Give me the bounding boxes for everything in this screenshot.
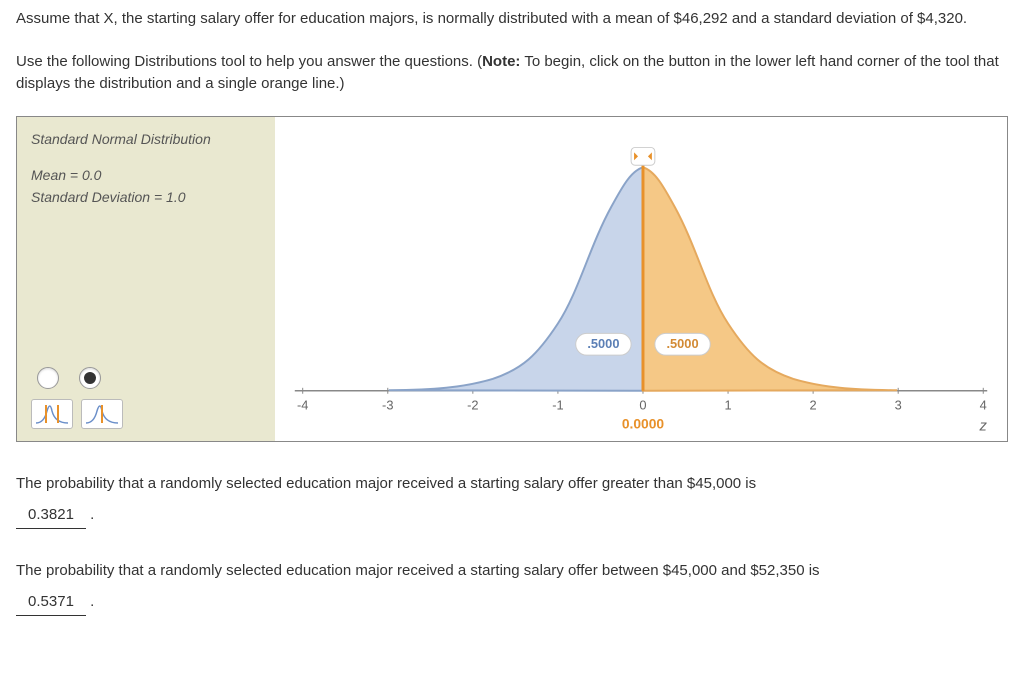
axis-label-z: z — [979, 418, 988, 434]
tool-title: Standard Normal Distribution — [31, 131, 261, 147]
tool-controls — [31, 367, 123, 429]
chart-area[interactable]: -4 -3 -2 -1 0 1 2 3 4 z — [275, 117, 1007, 441]
normal-curve-chart: -4 -3 -2 -1 0 1 2 3 4 z — [275, 117, 1007, 441]
tick-0: 0 — [639, 397, 646, 412]
q2-answer-blank[interactable]: 0.5371 — [16, 588, 86, 616]
tick-4: 4 — [980, 397, 987, 412]
slider-handle[interactable] — [631, 147, 655, 165]
svg-text:.5000: .5000 — [666, 336, 698, 351]
tick--2: -2 — [467, 397, 478, 412]
question-1: The probability that a randomly selected… — [16, 470, 1008, 529]
tool-sidebar: Standard Normal Distribution Mean = 0.0 … — [17, 117, 275, 441]
note-label: Note: — [482, 53, 520, 70]
q2-text: The probability that a randomly selected… — [16, 562, 820, 579]
q2-suffix: . — [90, 593, 94, 610]
svg-text:.5000: .5000 — [587, 336, 619, 351]
tick-1: 1 — [724, 397, 731, 412]
mode-radio-2[interactable] — [79, 367, 101, 389]
prob-badge-right: .5000 — [655, 333, 710, 355]
intro-paragraph-2: Use the following Distributions tool to … — [16, 51, 1008, 96]
mode-btn-one-line[interactable] — [81, 399, 123, 429]
radio-row — [31, 367, 123, 389]
mean-label: Mean = 0.0 — [31, 167, 261, 183]
tick-2: 2 — [810, 397, 817, 412]
mode-btn-two-lines[interactable] — [31, 399, 73, 429]
intro2a: Use the following Distributions tool to … — [16, 53, 482, 70]
distribution-tool: Standard Normal Distribution Mean = 0.0 … — [16, 116, 1008, 442]
z-value: 0.0000 — [622, 415, 665, 431]
tick-3: 3 — [895, 397, 902, 412]
curve-left — [389, 167, 643, 391]
tick--4: -4 — [297, 397, 308, 412]
q1-suffix: . — [90, 506, 94, 523]
q1-text: The probability that a randomly selected… — [16, 475, 756, 492]
two-lines-icon — [34, 403, 70, 425]
mode-row — [31, 399, 123, 429]
mode-radio-1[interactable] — [37, 367, 59, 389]
q1-answer-blank[interactable]: 0.3821 — [16, 501, 86, 529]
intro-paragraph-1: Assume that X, the starting salary offer… — [16, 8, 1008, 31]
tick--3: -3 — [382, 397, 393, 412]
curve-right — [643, 167, 897, 391]
prob-badge-left: .5000 — [576, 333, 631, 355]
one-line-icon — [84, 403, 120, 425]
tick--1: -1 — [552, 397, 563, 412]
sd-label: Standard Deviation = 1.0 — [31, 189, 261, 205]
question-2: The probability that a randomly selected… — [16, 557, 1008, 616]
